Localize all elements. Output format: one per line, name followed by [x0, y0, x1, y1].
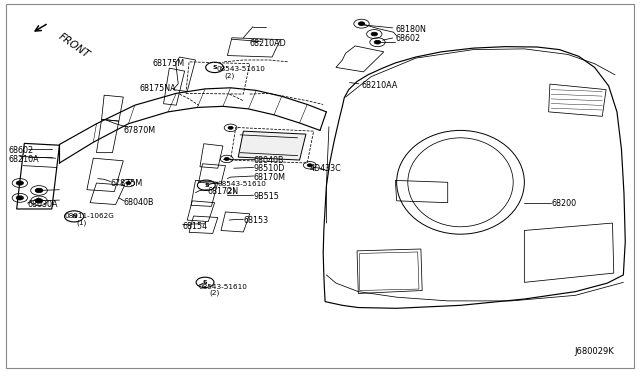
Circle shape [307, 164, 312, 167]
Circle shape [374, 40, 381, 44]
Text: 68200: 68200 [551, 199, 576, 208]
Text: 68180N: 68180N [396, 25, 426, 34]
Circle shape [371, 32, 378, 36]
Text: (2): (2) [225, 187, 236, 194]
Text: 9B515: 9B515 [253, 192, 280, 201]
Circle shape [358, 22, 365, 26]
Text: (1): (1) [76, 219, 86, 226]
Circle shape [16, 196, 24, 200]
Text: 68040B: 68040B [253, 155, 284, 164]
Polygon shape [238, 131, 306, 160]
Text: 68175NA: 68175NA [140, 84, 177, 93]
Text: 68030A: 68030A [28, 201, 58, 209]
Text: 4D433C: 4D433C [310, 164, 342, 173]
Text: (2): (2) [209, 290, 219, 296]
Text: 08543-51610: 08543-51610 [198, 284, 248, 290]
Circle shape [16, 181, 24, 185]
Text: 68175M: 68175M [153, 59, 185, 68]
Text: 68040B: 68040B [124, 198, 154, 207]
Text: 08543-51610: 08543-51610 [218, 181, 267, 187]
Text: 68602: 68602 [396, 34, 420, 44]
Text: N: N [72, 214, 77, 219]
Text: 98510D: 98510D [253, 164, 285, 173]
Text: 08911-1062G: 08911-1062G [65, 214, 115, 219]
Text: FRONT: FRONT [57, 32, 92, 60]
Text: S: S [204, 183, 209, 188]
Text: 68154: 68154 [182, 221, 208, 231]
Text: J680029K: J680029K [574, 347, 614, 356]
Circle shape [224, 157, 229, 160]
Text: 68170M: 68170M [253, 173, 285, 182]
Text: 68153: 68153 [243, 217, 269, 225]
Text: (2): (2) [224, 72, 234, 79]
Text: 68210AD: 68210AD [250, 39, 287, 48]
Text: 68602: 68602 [8, 146, 33, 155]
Text: 68210A: 68210A [8, 155, 39, 164]
Text: 68172N: 68172N [207, 187, 239, 196]
Text: 68210AA: 68210AA [362, 81, 398, 90]
Text: 67875M: 67875M [111, 179, 143, 187]
Circle shape [126, 182, 131, 185]
Circle shape [35, 188, 43, 193]
Circle shape [35, 199, 43, 203]
Text: S: S [203, 280, 207, 285]
Text: S: S [212, 65, 217, 70]
Text: 67870M: 67870M [124, 125, 156, 135]
Text: 08543-51610: 08543-51610 [216, 66, 266, 72]
Circle shape [228, 126, 233, 129]
